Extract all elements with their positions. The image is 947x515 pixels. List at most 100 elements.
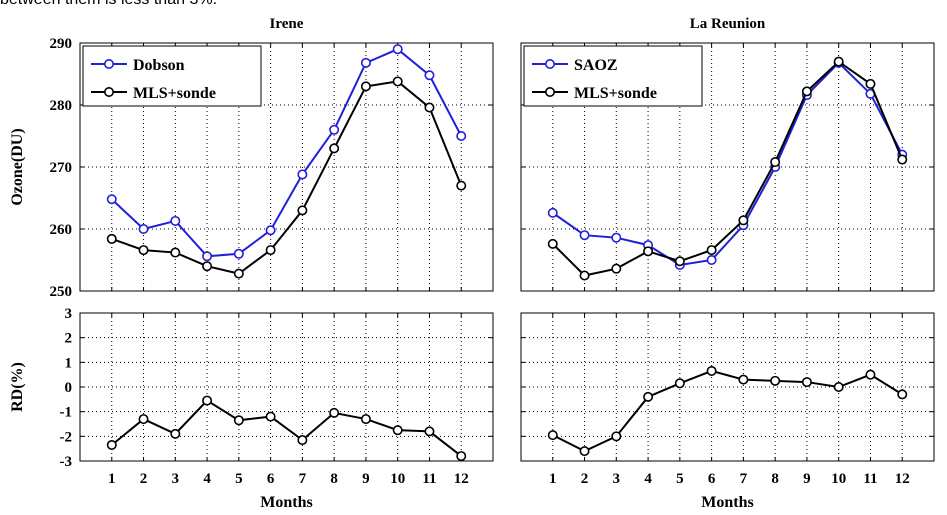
panel-title: La Reunion <box>690 16 766 32</box>
rd-point <box>456 451 467 462</box>
y-tick-label: 280 <box>50 98 73 114</box>
rd-point <box>579 446 590 457</box>
legend-box <box>82 45 262 107</box>
dobson-point <box>360 57 371 68</box>
x-tick-label: 10 <box>390 471 405 487</box>
legend-label: MLS+sonde <box>574 85 657 102</box>
x-tick-label: 4 <box>644 471 652 487</box>
mls-sonde-point <box>643 246 654 257</box>
rd-point <box>611 431 622 442</box>
rd-point <box>770 375 781 386</box>
rd-point <box>801 377 812 388</box>
mls-sonde-point <box>674 256 685 267</box>
x-tick-label: 6 <box>708 471 716 487</box>
x-axis-label: Months <box>260 494 312 511</box>
mls-sonde-point <box>456 180 467 191</box>
mls-sonde-point <box>392 76 403 87</box>
y-axis-label: Ozone(DU) <box>9 128 26 205</box>
legend-box <box>523 45 703 107</box>
mls-sonde-point <box>329 143 340 154</box>
rd-line <box>111 399 462 457</box>
legend-swatch-marker <box>544 58 555 69</box>
mls-sonde-point <box>233 268 244 279</box>
mls-sonde-line <box>552 60 904 277</box>
mls-sonde-point <box>360 81 371 92</box>
irene-ozone-panel: 250 260 270 280 290 Irene Ozone(DU) Dobson MLS+s… <box>9 16 494 300</box>
mls-sonde-point <box>202 261 213 272</box>
rd-point <box>424 426 435 437</box>
saoz-line <box>552 61 904 267</box>
mls-sonde-point <box>738 215 749 226</box>
x-tick-label: 9 <box>362 471 370 487</box>
legend-swatch-marker <box>544 87 555 98</box>
rd-point <box>547 430 558 441</box>
rd-point <box>233 415 244 426</box>
x-tick-label: 12 <box>454 471 469 487</box>
rd-point <box>360 414 371 425</box>
dobson-point <box>424 70 435 81</box>
x-tick-label: 7 <box>740 471 748 487</box>
legend-swatch-marker <box>104 87 115 98</box>
mls-sonde-point <box>770 157 781 168</box>
x-tick-label: 11 <box>422 471 436 487</box>
dobson-point <box>265 225 276 236</box>
mls-sonde-point <box>138 245 149 256</box>
mls-sonde-line <box>111 80 463 275</box>
dobson-point <box>297 169 308 180</box>
y-tick-label: -3 <box>60 454 73 470</box>
x-tick-label: 3 <box>613 471 621 487</box>
dobson-point <box>138 224 149 235</box>
y-tick-label: 290 <box>50 36 73 52</box>
rd-point <box>738 374 749 385</box>
x-axis-label: Months <box>701 494 753 511</box>
dobson-line <box>111 48 463 258</box>
x-tick-label: 3 <box>172 471 180 487</box>
mls-sonde-point <box>265 245 276 256</box>
rd-point <box>643 391 654 402</box>
saoz-point <box>706 255 717 266</box>
x-tick-label: 2 <box>581 471 589 487</box>
rd-point <box>706 365 717 376</box>
mls-sonde-point <box>706 245 717 256</box>
y-tick-label: 260 <box>50 222 73 238</box>
legend-label: Dobson <box>133 57 185 74</box>
y-tick-label: -1 <box>60 405 73 421</box>
dobson-point <box>456 131 467 142</box>
x-tick-label: 11 <box>863 471 877 487</box>
y-tick-label: 250 <box>50 284 73 300</box>
x-tick-label: 1 <box>549 471 557 487</box>
rd-point <box>329 407 340 418</box>
legend-swatch-marker <box>104 58 115 69</box>
rd-point <box>674 378 685 389</box>
y-tick-label: 0 <box>65 380 73 396</box>
rd-point <box>170 428 181 439</box>
y-tick-label: 2 <box>65 331 73 347</box>
rd-point <box>833 381 844 392</box>
axes-frame <box>79 312 494 462</box>
mls-sonde-point <box>297 205 308 216</box>
x-tick-label: 1 <box>108 471 116 487</box>
dobson-point <box>170 215 181 226</box>
x-tick-label: 2 <box>140 471 148 487</box>
mls-sonde-point <box>424 102 435 113</box>
legend-label: SAOZ <box>574 57 618 74</box>
rd-point <box>265 411 276 422</box>
mls-sonde-point <box>579 270 590 281</box>
x-tick-label: 7 <box>299 471 307 487</box>
axes-frame <box>520 312 935 462</box>
mls-sonde-point <box>611 263 622 274</box>
mls-sonde-point <box>833 56 844 67</box>
y-tick-label: -2 <box>60 429 73 445</box>
panel-title: Irene <box>270 16 304 32</box>
dobson-point <box>329 124 340 135</box>
legend-label: MLS+sonde <box>133 85 216 102</box>
x-tick-label: 12 <box>895 471 910 487</box>
rd-point <box>106 439 117 450</box>
x-tick-label: 5 <box>235 471 243 487</box>
rd-point <box>392 425 403 436</box>
mls-sonde-point <box>801 86 812 97</box>
saoz-point <box>611 232 622 243</box>
